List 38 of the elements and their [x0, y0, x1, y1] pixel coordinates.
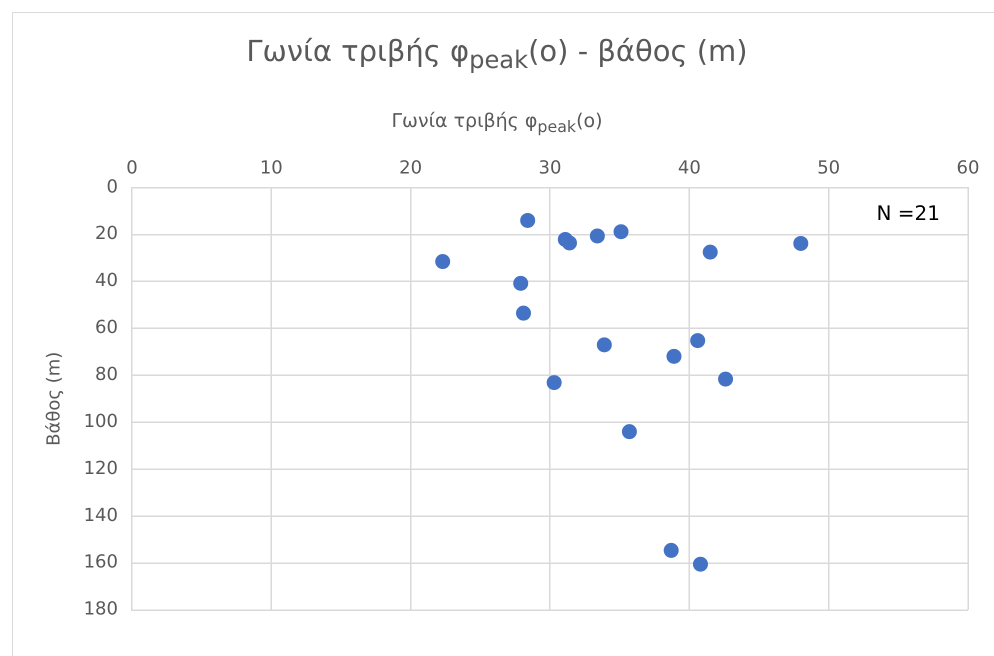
x-tick-label: 0 — [126, 157, 138, 178]
x-tick-label: 20 — [399, 157, 422, 178]
x-tick-label: 40 — [678, 157, 701, 178]
annotation: N =21 — [876, 200, 940, 225]
point — [596, 337, 612, 352]
point — [692, 556, 708, 572]
y-tick-label: 180 — [84, 598, 118, 620]
point — [435, 254, 450, 270]
point — [622, 424, 637, 440]
point — [793, 236, 808, 251]
x-tick-label: 10 — [260, 157, 283, 178]
point — [666, 348, 682, 364]
point — [702, 244, 718, 260]
point — [546, 375, 562, 390]
point — [516, 306, 532, 321]
x-tick-label: 30 — [538, 157, 562, 178]
point — [614, 224, 629, 240]
x-tick-label: 60 — [956, 157, 980, 178]
y-tick-label: 100 — [84, 410, 118, 432]
point — [690, 333, 706, 348]
y-tick-label: 80 — [95, 364, 118, 386]
point — [562, 235, 577, 250]
y-axis-title: Βάθος (m) — [43, 352, 64, 446]
x-axis-title: Γωνία τριβής φ$_{peak}$(o) — [390, 110, 604, 136]
point — [664, 542, 679, 558]
point — [718, 372, 734, 387]
point — [520, 212, 536, 228]
y-tick-label: 20 — [95, 223, 118, 244]
y-tick-label: 40 — [95, 270, 118, 292]
point — [590, 228, 605, 244]
y-tick-label: 120 — [84, 458, 118, 479]
y-tick-label: 160 — [84, 552, 118, 573]
y-tick-label: 140 — [84, 504, 118, 526]
y-tick-label: 60 — [95, 317, 118, 338]
x-tick-label: 50 — [817, 157, 840, 178]
chart-title: Γωνία τριβής φ$_{peak}$(o) - βάθος (m) — [245, 34, 749, 74]
point — [513, 276, 528, 291]
y-tick-label: 0 — [106, 176, 118, 198]
